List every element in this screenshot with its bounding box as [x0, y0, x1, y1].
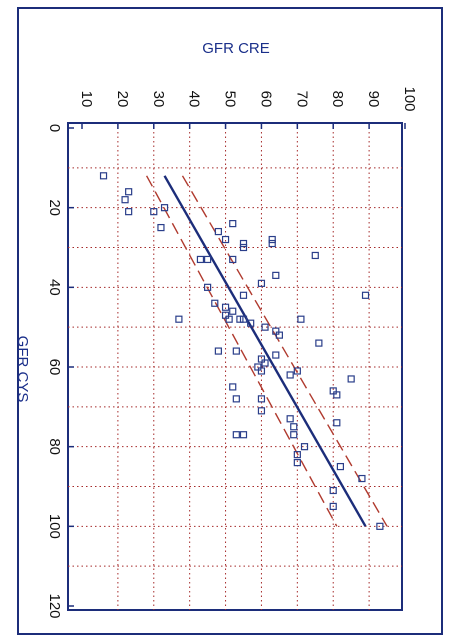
- data-point: [247, 319, 255, 327]
- data-points: [99, 172, 384, 530]
- data-point: [329, 502, 337, 511]
- tick-labels: 0 20 40 60 80 100 120 10 20 30 40 50 60 70 80 90 100: [46, 86, 418, 618]
- x-tick-label: 120: [46, 593, 63, 618]
- x-tick-label: 60: [46, 359, 63, 376]
- data-point: [257, 407, 266, 415]
- data-point: [160, 204, 169, 212]
- y-axis-title: GFR CRE: [202, 40, 270, 57]
- data-point: [221, 303, 230, 311]
- y-tick-label: 70: [293, 91, 310, 108]
- data-point: [125, 188, 133, 196]
- data-point: [99, 172, 108, 180]
- confidence-band: [145, 175, 388, 527]
- data-point: [214, 227, 222, 236]
- data-point: [204, 283, 212, 291]
- data-point: [225, 315, 233, 323]
- data-point: [272, 271, 280, 279]
- data-point: [336, 462, 344, 471]
- data-point: [300, 443, 309, 451]
- data-point: [347, 375, 355, 383]
- data-point: [229, 220, 237, 228]
- data-point: [315, 339, 323, 347]
- data-point: [157, 223, 165, 232]
- outer-frame: [17, 7, 443, 635]
- confidence-line-lower: [145, 175, 338, 527]
- regression-line-group: [163, 175, 367, 527]
- data-point: [333, 391, 341, 399]
- data-point: [376, 522, 384, 530]
- x-tick-label: 20: [46, 199, 63, 216]
- y-tick-label: 80: [329, 91, 346, 108]
- data-point: [121, 196, 129, 204]
- y-tick-label: 50: [222, 91, 239, 108]
- x-tick-label: 100: [46, 514, 63, 539]
- data-point: [236, 315, 244, 323]
- data-point: [239, 431, 248, 439]
- data-point: [239, 239, 248, 248]
- data-point: [211, 299, 219, 307]
- plot-area: [67, 122, 403, 611]
- data-point: [361, 291, 370, 299]
- data-point: [257, 279, 266, 287]
- y-tick-label: 90: [365, 91, 382, 108]
- data-point: [358, 474, 366, 483]
- data-point: [232, 347, 240, 355]
- x-tick-label: 40: [46, 279, 63, 296]
- y-tick-label: 20: [114, 91, 131, 108]
- data-point: [196, 255, 205, 264]
- axis-ticks: [68, 123, 406, 607]
- data-point: [261, 323, 269, 331]
- data-point: [290, 423, 298, 431]
- y-tick-label: 10: [78, 91, 95, 108]
- data-point: [204, 255, 212, 264]
- data-point: [290, 431, 298, 439]
- data-point: [232, 395, 240, 403]
- data-point: [257, 367, 266, 375]
- regression-line: [163, 175, 367, 527]
- data-point: [286, 371, 294, 379]
- x-axis-title: GFR CYS: [14, 336, 31, 403]
- data-point: [125, 208, 133, 216]
- data-point: [257, 395, 266, 403]
- confidence-line-upper: [181, 175, 388, 527]
- data-point: [272, 351, 280, 359]
- data-point: [329, 486, 337, 495]
- y-tick-label: 40: [186, 91, 203, 108]
- data-point: [239, 243, 248, 252]
- data-point: [214, 347, 222, 355]
- y-tick-label: 60: [257, 91, 274, 108]
- x-tick-label: 80: [46, 438, 63, 455]
- x-tick-label: 0: [46, 124, 63, 132]
- data-point: [261, 359, 269, 367]
- data-point: [239, 291, 248, 299]
- data-point: [150, 208, 158, 216]
- data-point: [229, 383, 237, 391]
- data-point: [229, 307, 237, 315]
- data-point: [175, 315, 183, 323]
- y-tick-label: 100: [401, 86, 418, 111]
- y-tick-label: 30: [150, 91, 167, 108]
- data-point: [268, 239, 276, 248]
- data-point: [275, 331, 283, 339]
- data-point: [286, 415, 294, 423]
- data-point: [297, 315, 305, 323]
- data-point: [293, 451, 301, 459]
- data-point: [229, 255, 237, 264]
- data-point: [232, 431, 240, 439]
- data-point: [221, 235, 230, 244]
- data-point: [333, 419, 341, 427]
- data-point: [293, 459, 301, 467]
- data-point: [268, 235, 276, 244]
- data-point: [293, 367, 301, 375]
- data-point: [311, 251, 319, 260]
